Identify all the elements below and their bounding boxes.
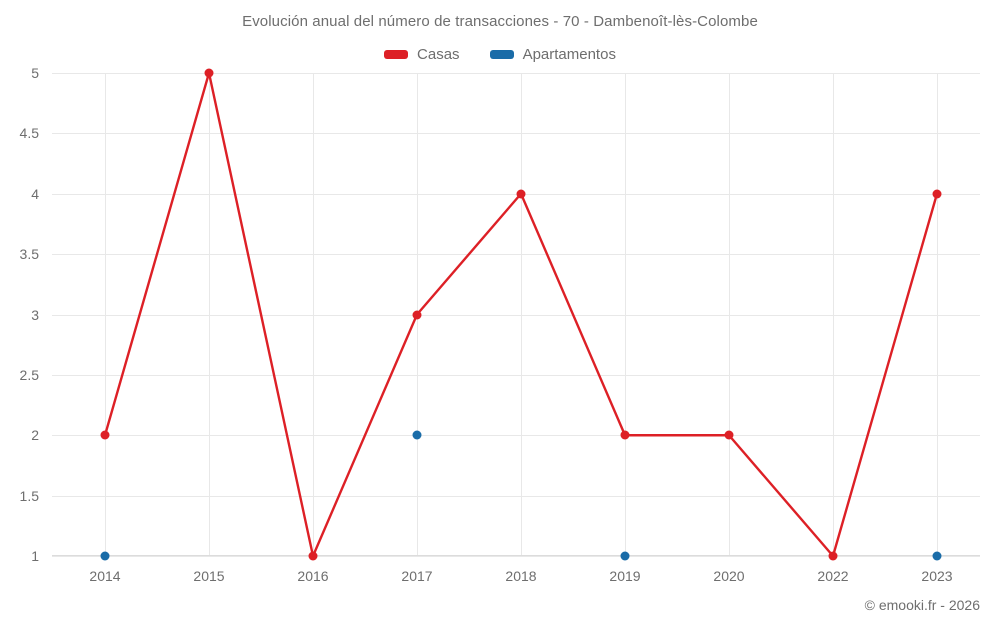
- data-point-casas-2014[interactable]: [100, 430, 110, 440]
- data-point-apartamentos-2019[interactable]: [620, 551, 630, 561]
- gridline-vertical: [105, 73, 106, 556]
- data-point-casas-2020[interactable]: [724, 430, 734, 440]
- footer-copyright: © emooki.fr - 2026: [864, 597, 980, 613]
- y-axis-tick-label: 2.5: [19, 366, 39, 383]
- x-axis-tick-label: 2022: [817, 568, 849, 584]
- gridline-vertical: [937, 73, 938, 556]
- series-line-casas: [103, 71, 939, 558]
- gridline-vertical: [521, 73, 522, 556]
- legend-swatch-icon-apartamentos: [489, 49, 514, 59]
- data-point-casas-2017[interactable]: [412, 310, 422, 319]
- y-axis-tick-label: 2: [31, 427, 39, 444]
- legend-item-apartamentos[interactable]: Apartamentos: [489, 45, 616, 63]
- gridline-vertical: [313, 73, 314, 556]
- x-axis-tick-label: 2014: [89, 568, 121, 584]
- x-axis-tick-label: 2017: [401, 568, 433, 584]
- gridline-horizontal: [52, 374, 980, 376]
- x-axis-tick-label: 2016: [297, 568, 329, 584]
- gridline-horizontal: [52, 314, 980, 316]
- data-point-casas-2019[interactable]: [620, 430, 630, 440]
- legend-swatch-icon-casas: [384, 49, 409, 59]
- x-axis-line: [52, 555, 980, 556]
- data-point-apartamentos-2017[interactable]: [412, 430, 422, 440]
- data-point-apartamentos-2023[interactable]: [932, 551, 942, 561]
- legend-item-casas[interactable]: Casas: [384, 46, 460, 63]
- y-axis-tick-label: 3.5: [19, 246, 39, 263]
- gridline-vertical: [729, 73, 730, 556]
- y-axis-tick-label: 3: [31, 306, 39, 323]
- gridline-horizontal: [52, 133, 980, 135]
- data-point-apartamentos-2014[interactable]: [100, 551, 110, 561]
- data-point-casas-2016[interactable]: [308, 551, 318, 561]
- y-axis-tick-label: 4: [31, 185, 39, 202]
- y-axis-tick-label: 4.5: [19, 125, 39, 142]
- gridline-horizontal: [52, 254, 980, 256]
- x-axis-tick-label: 2020: [713, 568, 745, 584]
- gridline-vertical: [209, 73, 210, 556]
- y-axis-tick-label: 1: [31, 548, 39, 564]
- data-point-casas-2015[interactable]: [204, 68, 214, 78]
- plot-area: 2014 2015 2016 2017 2018 2019 2020 2022 2023: [52, 68, 980, 584]
- x-axis-tick-label: 2023: [921, 568, 953, 584]
- gridline-horizontal: [52, 556, 980, 557]
- legend-label-apartamentos: Apartamentos: [522, 45, 616, 63]
- chart-legend: Casas Apartamentos: [0, 44, 1000, 64]
- gridline-vertical: [625, 73, 626, 556]
- data-point-casas-2022[interactable]: [828, 551, 838, 561]
- y-axis-tick-label: 1.5: [19, 487, 39, 504]
- y-axis-tick-label: 5: [31, 65, 39, 81]
- gridline-horizontal: [52, 193, 980, 195]
- gridline-vertical: [833, 73, 834, 556]
- data-point-casas-2018[interactable]: [516, 189, 526, 199]
- x-axis-tick-label: 2018: [505, 568, 537, 584]
- x-axis-tick-label: 2019: [609, 568, 641, 584]
- series-lines: [103, 71, 939, 558]
- data-point-casas-2023[interactable]: [932, 189, 942, 199]
- chart-title: Evolución anual del número de transaccio…: [242, 13, 758, 30]
- gridline-horizontal: [52, 495, 980, 497]
- gridline-horizontal: [52, 73, 980, 74]
- legend-label-casas: Casas: [417, 45, 460, 63]
- gridline-horizontal: [52, 435, 980, 437]
- x-axis-tick-label: 2015: [193, 568, 225, 584]
